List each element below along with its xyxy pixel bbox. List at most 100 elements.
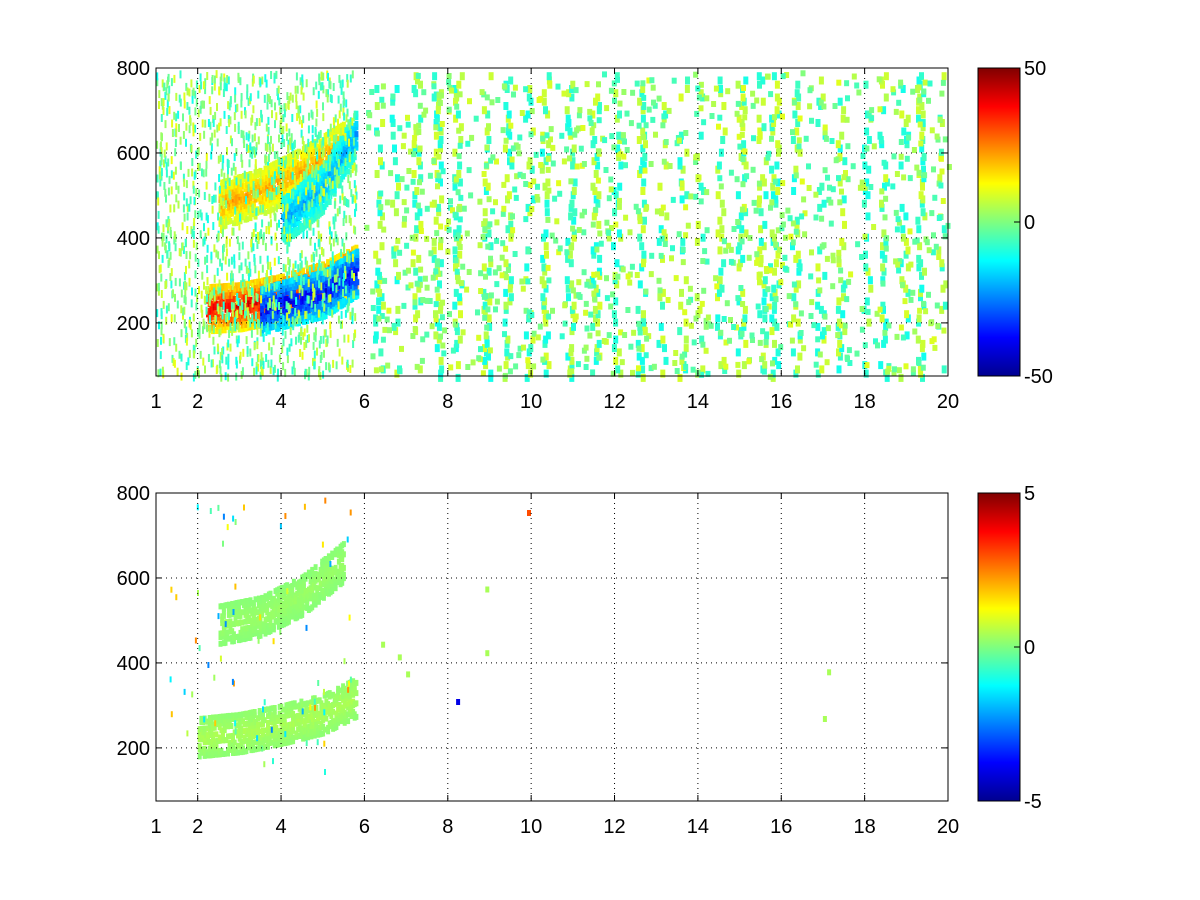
heatmap-cell bbox=[795, 102, 801, 110]
heatmap-cell bbox=[341, 128, 346, 135]
heatmap-cell bbox=[433, 331, 439, 340]
heatmap-cell bbox=[198, 189, 201, 198]
heatmap-cell bbox=[206, 215, 209, 224]
heatmap-cell bbox=[238, 265, 241, 274]
heatmap-cell bbox=[514, 173, 520, 180]
heatmap-cell bbox=[189, 115, 192, 124]
heatmap-cell bbox=[277, 368, 279, 377]
heatmap-cell bbox=[266, 322, 269, 331]
heatmap-cell bbox=[281, 203, 284, 212]
heatmap-cell bbox=[717, 246, 723, 255]
heatmap-cell bbox=[542, 267, 548, 276]
heatmap-cell bbox=[244, 318, 249, 325]
heatmap-cell bbox=[260, 306, 265, 313]
heatmap-cell bbox=[171, 119, 174, 128]
heatmap-cell bbox=[303, 217, 306, 226]
heatmap-cell bbox=[276, 172, 281, 179]
heatmap-cell bbox=[320, 263, 323, 272]
heatmap-cell bbox=[299, 315, 302, 324]
heatmap-cell bbox=[353, 333, 356, 342]
heatmap-cell bbox=[175, 194, 178, 203]
heatmap-cell bbox=[433, 131, 439, 140]
heatmap-cell bbox=[546, 140, 552, 149]
heatmap-cell bbox=[344, 133, 347, 142]
heatmap-cell bbox=[265, 354, 268, 362]
heatmap-cell bbox=[317, 309, 320, 318]
heatmap-cell bbox=[301, 351, 304, 360]
heatmap-cell bbox=[199, 132, 202, 141]
heatmap-cell bbox=[197, 328, 199, 337]
heatmap-cell bbox=[276, 222, 278, 231]
heatmap-cell bbox=[250, 329, 253, 338]
heatmap-cell bbox=[324, 201, 329, 208]
heatmap-cell bbox=[903, 212, 909, 221]
heatmap-cell bbox=[569, 361, 575, 370]
heatmap-cell bbox=[562, 320, 568, 327]
heatmap-cell bbox=[329, 268, 332, 276]
heatmap-cell bbox=[641, 318, 647, 327]
heatmap-cell bbox=[677, 157, 683, 166]
heatmap-cell bbox=[457, 297, 463, 306]
heatmap-cell bbox=[327, 362, 330, 371]
heatmap-cell bbox=[351, 133, 356, 140]
heatmap-cell bbox=[774, 161, 780, 170]
heatmap-cell bbox=[738, 233, 744, 242]
heatmap-cell bbox=[738, 285, 744, 291]
heatmap-cell bbox=[568, 212, 574, 221]
heatmap-cell bbox=[159, 171, 161, 180]
heatmap-cell bbox=[247, 144, 250, 153]
heatmap-cell bbox=[569, 199, 575, 208]
heatmap-cell bbox=[209, 106, 212, 115]
heatmap-cell bbox=[183, 272, 186, 281]
heatmap-cell bbox=[482, 356, 488, 365]
heatmap-cell bbox=[181, 222, 184, 231]
heatmap-cell bbox=[246, 307, 249, 316]
heatmap-cell bbox=[318, 159, 323, 166]
heatmap-cell bbox=[314, 303, 317, 312]
heatmap-cell bbox=[192, 128, 195, 137]
heatmap-cell bbox=[236, 306, 240, 313]
heatmap-cell bbox=[351, 316, 354, 325]
heatmap-cell bbox=[207, 227, 210, 236]
heatmap-cell bbox=[287, 101, 290, 110]
heatmap-cell bbox=[231, 189, 236, 196]
heatmap-cell bbox=[269, 267, 272, 276]
heatmap-cell bbox=[260, 229, 263, 238]
heatmap-cell bbox=[481, 263, 487, 272]
heatmap-cell bbox=[219, 366, 222, 375]
heatmap-cell bbox=[546, 76, 552, 85]
heatmap-cell bbox=[288, 259, 291, 268]
heatmap-cell bbox=[338, 277, 341, 286]
heatmap-cell bbox=[245, 132, 248, 141]
heatmap-cell bbox=[205, 212, 208, 221]
heatmap-cell bbox=[251, 146, 254, 155]
heatmap-cell bbox=[841, 106, 847, 115]
heatmap-cell bbox=[236, 310, 239, 318]
heatmap-cell bbox=[255, 118, 258, 127]
heatmap-cell bbox=[317, 238, 320, 247]
heatmap-cell bbox=[763, 191, 769, 200]
heatmap-cell bbox=[542, 339, 548, 348]
heatmap-cell bbox=[901, 127, 907, 136]
heatmap-cell bbox=[354, 185, 357, 194]
heatmap-cell bbox=[242, 348, 245, 357]
heatmap-cell bbox=[205, 181, 208, 190]
heatmap-cell bbox=[255, 292, 258, 301]
heatmap-cell bbox=[926, 97, 931, 104]
heatmap-cell bbox=[265, 79, 268, 88]
heatmap-cell bbox=[792, 110, 798, 119]
heatmap-cell bbox=[249, 348, 252, 357]
heatmap-cell bbox=[941, 327, 947, 334]
heatmap-cell bbox=[743, 76, 749, 85]
heatmap-cell bbox=[884, 178, 890, 187]
heatmap-cell bbox=[770, 373, 776, 382]
heatmap-cell bbox=[352, 290, 355, 299]
heatmap-cell bbox=[286, 285, 291, 292]
heatmap-cell bbox=[158, 265, 161, 274]
heatmap-cell bbox=[284, 204, 287, 213]
heatmap-cell bbox=[774, 93, 780, 102]
heatmap-cell bbox=[595, 310, 601, 319]
heatmap-cell bbox=[761, 242, 767, 251]
heatmap-cell bbox=[456, 80, 462, 89]
heatmap-cell bbox=[355, 252, 360, 258]
